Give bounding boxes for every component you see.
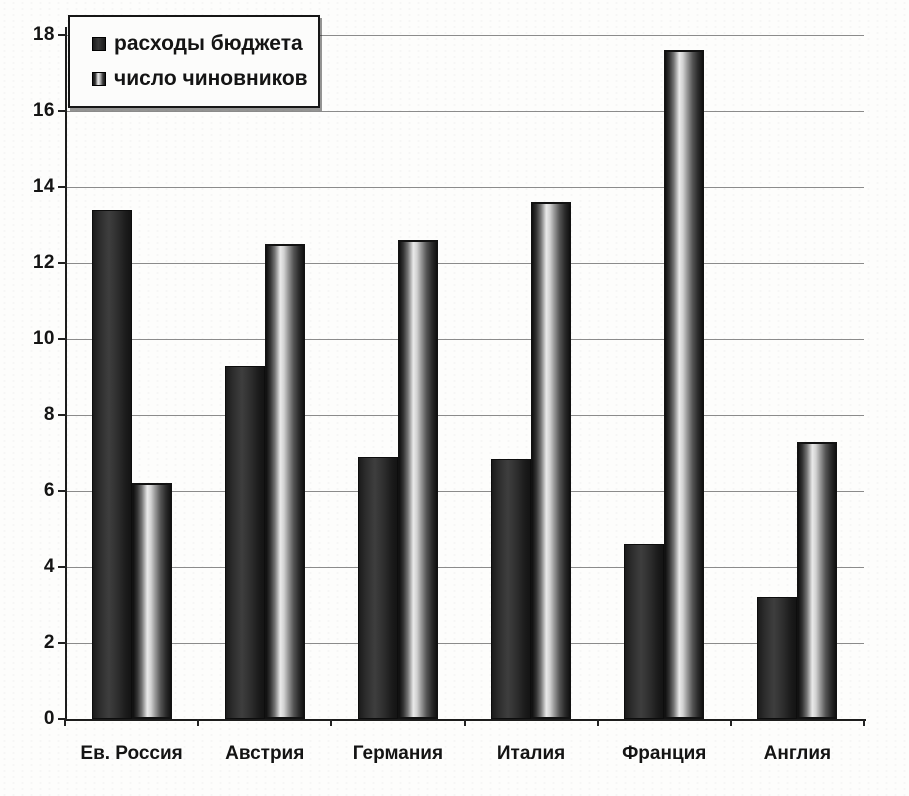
x-category-label: Германия: [352, 743, 444, 764]
bar-officials-count: [531, 202, 572, 719]
y-tick-label: 12: [32, 252, 55, 273]
bar-budget-expenses: [624, 544, 665, 719]
x-axis-tick: [863, 719, 865, 726]
y-tick-label: 2: [43, 632, 55, 653]
striped-square-swatch-icon: [92, 72, 106, 86]
gridline: [65, 111, 864, 112]
x-axis-line: [65, 719, 866, 721]
x-axis-tick: [330, 719, 333, 726]
bar-officials-count: [397, 240, 438, 719]
x-category-label: Англия: [763, 743, 832, 764]
x-category-label: Франция: [622, 743, 707, 764]
y-axis-tick: [58, 718, 67, 720]
bar-budget-expenses: [224, 365, 265, 719]
legend-item-officials: число чиновников: [92, 67, 318, 91]
y-axis-tick: [58, 566, 67, 568]
bar-officials-count: [131, 483, 172, 719]
x-axis-tick: [596, 719, 599, 726]
y-tick-label: 6: [43, 480, 55, 501]
legend-label: расходы бюджета: [114, 32, 303, 55]
y-axis-tick: [58, 262, 67, 264]
bar-budget-expenses: [357, 456, 398, 719]
bar-budget-expenses: [491, 458, 532, 719]
y-tick-label: 18: [32, 24, 55, 45]
gridline: [65, 339, 864, 340]
bar-budget-expenses: [91, 209, 132, 719]
y-axis-tick: [58, 490, 67, 492]
gridline: [65, 643, 864, 644]
y-axis-tick: [58, 338, 67, 340]
y-tick-label: 14: [32, 176, 55, 197]
y-axis-tick: [58, 414, 67, 416]
y-axis-tick: [58, 186, 67, 188]
x-axis-tick: [463, 719, 466, 726]
y-tick-label: 16: [32, 100, 55, 121]
solid-square-swatch-icon: [92, 37, 106, 51]
x-axis-tick: [64, 719, 66, 726]
y-tick-label: 10: [32, 328, 55, 349]
gridline: [65, 415, 864, 416]
bar-officials-count: [664, 50, 705, 719]
y-tick-label: 4: [43, 556, 55, 577]
gridline: [65, 187, 864, 188]
y-axis-tick: [58, 642, 67, 644]
x-axis-tick: [197, 719, 200, 726]
bar-officials-count: [264, 244, 305, 719]
bar-officials-count: [797, 441, 838, 719]
x-category-label: Австрия: [225, 743, 305, 764]
legend-label: число чиновников: [114, 67, 308, 90]
gridline: [65, 35, 864, 36]
y-tick-label: 8: [43, 404, 55, 425]
gridline: [65, 263, 864, 264]
x-axis-tick: [729, 719, 732, 726]
y-axis-tick: [58, 110, 67, 112]
y-axis-line: [65, 27, 67, 721]
gridline: [65, 567, 864, 568]
x-category-label: Ев. Россия: [80, 743, 183, 764]
y-axis-tick: [58, 34, 67, 36]
gridline: [65, 491, 864, 492]
chart-legend: расходы бюджета число чиновников: [68, 15, 320, 108]
y-tick-label: 0: [43, 708, 55, 729]
bar-budget-expenses: [757, 597, 798, 719]
x-category-label: Италия: [496, 743, 566, 764]
legend-item-budget: расходы бюджета: [92, 32, 318, 56]
